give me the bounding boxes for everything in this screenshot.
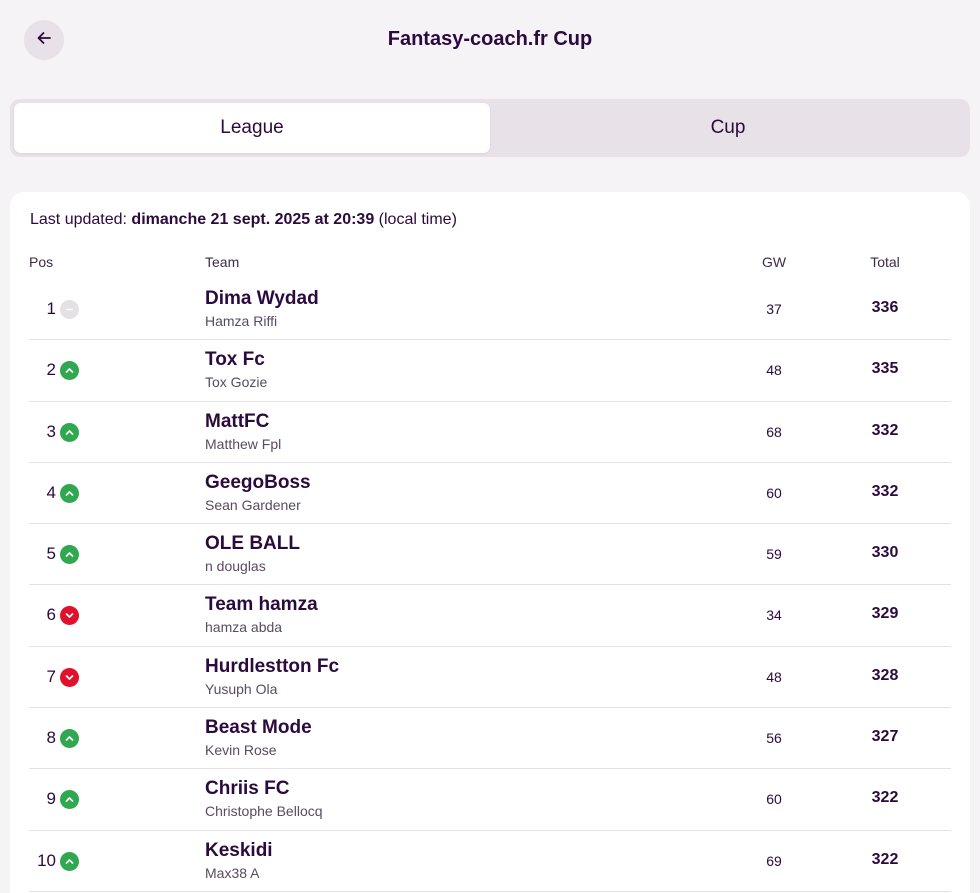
team-name[interactable]: MattFC [205,410,270,432]
table-row[interactable]: 7 Hurdlestton Fc Yusuph Ola 48 328 [29,647,951,709]
gameweek-points: 34 [766,607,782,624]
last-updated: Last updated: dimanche 21 sept. 2025 at … [30,211,457,229]
total-points: 332 [871,482,899,500]
gameweek-points: 37 [766,301,782,317]
manager-name: Max38 A [205,864,260,881]
total-points: 332 [871,421,899,439]
gameweek-points: 48 [766,362,782,379]
last-updated-date: dimanche 21 sept. 2025 at 20:39 [131,211,375,228]
chevron-up-icon [60,483,79,503]
chevron-up-icon [60,729,79,749]
chevron-up-icon [60,851,79,871]
last-updated-prefix: Last updated: [30,211,127,228]
total-points: 327 [871,728,899,746]
total-points: 336 [871,299,899,316]
manager-name: Christophe Bellocq [205,803,323,820]
chevron-down-icon [60,667,79,687]
manager-name: Matthew Fpl [205,435,282,452]
team-name[interactable]: Dima Wydad [205,288,319,309]
page-title: Fantasy-coach.fr Cup [387,28,593,50]
table-row[interactable]: 4 GeegoBoss Sean Gardener 60 332 [29,463,951,525]
gameweek-points: 60 [766,484,782,501]
position-number: 6 [46,605,56,625]
team-name[interactable]: OLE BALL [205,533,300,555]
team-name[interactable]: Chriis FC [205,778,290,800]
total-points: 322 [871,850,899,868]
chevron-up-icon [60,545,79,565]
team-name[interactable]: Keskidi [205,839,273,861]
chevron-up-icon [60,422,79,442]
position-number: 3 [46,421,56,441]
table-row[interactable]: 1 Dima Wydad Hamza Riffi 37 336 [29,279,951,341]
arrow-left-icon [35,29,53,52]
dash-icon [60,300,79,319]
manager-name: Sean Gardener [205,496,301,513]
manager-name: Tox Gozie [205,374,268,391]
table-row[interactable]: 6 Team hamza hamza abda 34 329 [29,585,951,647]
tab-cup[interactable]: Cup [710,117,746,138]
position-number: 1 [46,299,56,318]
total-points: 322 [871,789,899,807]
standings-table: 1 Dima Wydad Hamza Riffi 37 336 2 Tox Fc Tox Go… [29,279,951,892]
gameweek-points: 60 [766,791,782,808]
chevron-up-icon [60,361,79,381]
position-number: 2 [46,360,56,380]
manager-name: Kevin Rose [205,742,277,759]
position-number: 5 [46,544,56,564]
table-row[interactable]: 2 Tox Fc Tox Gozie 48 335 [29,340,951,402]
last-updated-suffix: (local time) [378,211,457,228]
team-name[interactable]: Beast Mode [205,717,312,739]
manager-name: Yusuph Ola [205,680,278,697]
team-name[interactable]: Hurdlestton Fc [205,655,340,677]
total-points: 335 [871,360,899,378]
gameweek-points: 69 [766,852,782,869]
manager-name: hamza abda [205,619,283,636]
table-header: Pos Team GW Total [29,254,951,272]
chevron-down-icon [60,606,79,626]
position-number: 4 [46,482,56,502]
position-number: 10 [37,850,56,870]
column-header-team: Team [205,254,240,270]
table-row[interactable]: 8 Beast Mode Kevin Rose 56 327 [29,708,951,770]
table-row[interactable]: 9 Chriis FC Christophe Bellocq 60 322 [29,769,951,831]
gameweek-points: 68 [766,423,782,440]
manager-name: n douglas [205,558,266,575]
table-row[interactable]: 5 OLE BALL n douglas 59 330 [29,524,951,586]
total-points: 329 [871,605,899,623]
position-number: 9 [46,789,56,809]
team-name[interactable]: GeegoBoss [205,471,311,493]
gameweek-points: 56 [766,730,782,747]
tab-league[interactable]: League [14,103,490,153]
column-header-gw: GW [761,254,787,270]
position-number: 8 [46,728,56,748]
standings-card: Last updated: dimanche 21 sept. 2025 at … [10,192,970,893]
tab-bar: League Cup [10,99,970,157]
back-button[interactable] [24,20,64,60]
table-row[interactable]: 3 MattFC Matthew Fpl 68 332 [29,402,951,463]
chevron-up-icon [60,790,79,810]
team-name[interactable]: Team hamza [205,594,318,616]
total-points: 330 [871,544,899,562]
manager-name: Hamza Riffi [205,313,278,329]
gameweek-points: 48 [766,668,782,685]
total-points: 328 [871,666,899,684]
table-row[interactable]: 10 Keskidi Max38 A 69 322 [29,831,951,892]
position-number: 7 [46,666,56,686]
column-header-pos: Pos [29,254,54,270]
gameweek-points: 59 [766,546,782,563]
column-header-total: Total [870,254,900,270]
team-name[interactable]: Tox Fc [205,349,265,371]
